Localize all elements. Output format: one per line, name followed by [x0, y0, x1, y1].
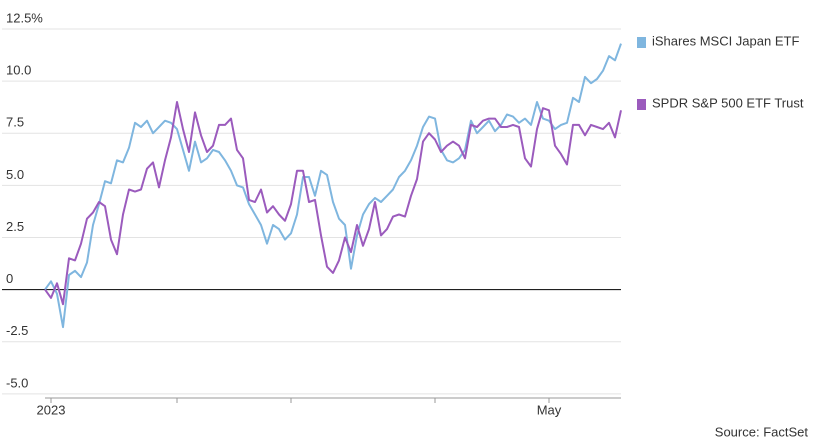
x-tick-label: 2023 — [37, 402, 66, 417]
y-tick-label: -2.5 — [6, 323, 28, 338]
series-line — [44, 101, 622, 306]
y-tick-label: 12.5% — [6, 10, 43, 25]
x-tick-label: May — [537, 402, 562, 417]
legend-label: iShares MSCI Japan ETF — [652, 33, 799, 48]
y-tick-label: 0 — [6, 271, 13, 286]
source-note: Source: FactSet — [715, 424, 809, 439]
y-tick-label: 2.5 — [6, 219, 24, 234]
legend-label: SPDR S&P 500 ETF Trust — [652, 95, 804, 110]
legend-swatch — [637, 99, 646, 110]
y-tick-label: 7.5 — [6, 115, 24, 130]
series-line — [44, 43, 622, 329]
y-tick-label: 5.0 — [6, 167, 24, 182]
y-tick-label: -5.0 — [6, 375, 28, 390]
legend-swatch — [637, 37, 646, 48]
y-tick-label: 10.0 — [6, 63, 31, 78]
